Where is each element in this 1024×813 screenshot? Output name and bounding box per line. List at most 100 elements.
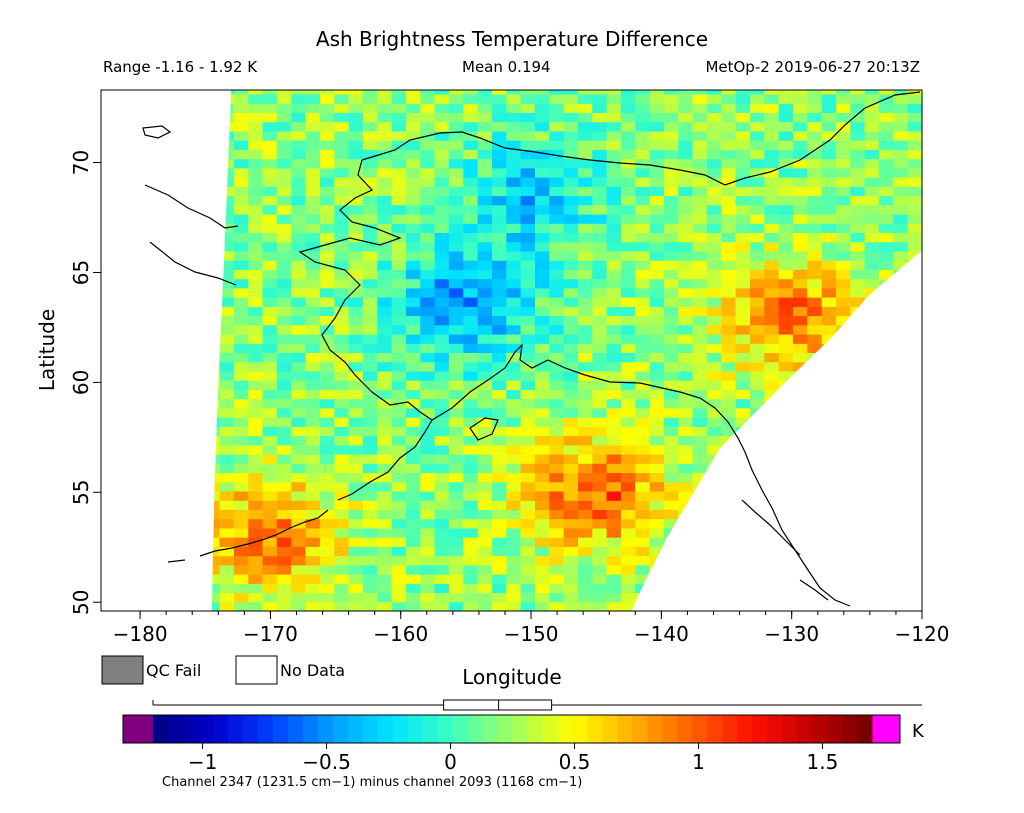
heatmap-cell bbox=[635, 204, 651, 215]
heatmap-cell bbox=[420, 94, 436, 104]
heatmap-cell bbox=[477, 214, 493, 224]
heatmap-cell bbox=[305, 250, 321, 261]
heatmap-cell bbox=[276, 454, 292, 464]
heatmap-cell bbox=[291, 90, 307, 95]
heatmap-cell bbox=[463, 167, 479, 178]
heatmap-cell bbox=[578, 149, 593, 160]
heatmap-cell bbox=[405, 241, 421, 252]
heatmap-cell bbox=[836, 112, 851, 123]
heatmap-cell bbox=[377, 140, 393, 150]
heatmap-cell bbox=[678, 140, 694, 150]
heatmap-cell bbox=[793, 250, 808, 261]
heatmap-cell bbox=[420, 564, 436, 575]
heatmap-cell bbox=[520, 518, 536, 529]
heatmap-cell bbox=[248, 232, 264, 243]
heatmap-cell bbox=[535, 472, 550, 483]
heatmap-cell bbox=[233, 435, 249, 446]
heatmap-cell bbox=[434, 472, 450, 483]
heatmap-cell bbox=[735, 306, 751, 317]
heatmap-cell bbox=[879, 269, 894, 280]
heatmap-cell bbox=[664, 90, 679, 95]
colorbar-caption: Channel 2347 (1231.5 cm−1) minus channel… bbox=[162, 775, 582, 790]
heatmap-cell bbox=[750, 370, 765, 381]
heatmap-cell bbox=[506, 481, 522, 492]
heatmap-cell bbox=[535, 454, 550, 464]
heatmap-cell bbox=[319, 297, 335, 307]
heatmap-cell bbox=[477, 177, 493, 187]
heatmap-cell bbox=[606, 94, 622, 104]
heatmap-cell bbox=[319, 232, 335, 243]
heatmap-cell bbox=[391, 121, 407, 132]
heatmap-cell bbox=[248, 167, 264, 178]
heatmap-cell bbox=[463, 352, 479, 363]
heatmap-cell bbox=[492, 564, 507, 575]
heatmap-cell bbox=[492, 546, 507, 557]
heatmap-cell bbox=[248, 583, 264, 594]
heatmap-cell bbox=[606, 158, 622, 169]
heatmap-cell bbox=[211, 463, 221, 474]
heatmap-cell bbox=[563, 518, 579, 529]
heatmap-cell bbox=[405, 112, 421, 123]
heatmap-cell bbox=[362, 398, 378, 409]
heatmap-cell bbox=[621, 583, 636, 594]
heatmap-cell bbox=[334, 324, 350, 335]
heatmap-cell bbox=[764, 232, 780, 243]
heatmap-cell bbox=[764, 324, 780, 335]
heatmap-cell bbox=[922, 537, 923, 547]
heatmap-cell bbox=[549, 546, 565, 557]
heatmap-cell bbox=[592, 278, 608, 289]
heatmap-cell bbox=[907, 186, 923, 197]
heatmap-cell bbox=[506, 278, 522, 289]
heatmap-cell bbox=[578, 90, 593, 95]
heatmap-cell bbox=[248, 564, 264, 575]
heatmap-cell bbox=[477, 103, 493, 113]
heatmap-cell bbox=[893, 186, 909, 197]
heatmap-cell bbox=[434, 407, 450, 418]
heatmap-cell bbox=[262, 500, 278, 510]
heatmap-cell bbox=[864, 260, 880, 270]
heatmap-cell bbox=[492, 592, 507, 603]
heatmap-cell bbox=[262, 407, 278, 418]
heatmap-cell bbox=[248, 287, 264, 298]
heatmap-cell bbox=[520, 361, 536, 372]
heatmap-cell bbox=[678, 463, 694, 474]
heatmap-cell bbox=[821, 177, 837, 187]
heatmap-cell bbox=[233, 518, 249, 529]
heatmap-cell bbox=[922, 380, 923, 390]
heatmap-cell bbox=[477, 112, 493, 123]
heatmap-cell bbox=[305, 444, 321, 455]
heatmap-cell bbox=[477, 204, 493, 215]
heatmap-cell bbox=[649, 426, 665, 437]
heatmap-cell bbox=[635, 90, 651, 95]
heatmap-cell bbox=[707, 352, 722, 363]
heatmap-cell bbox=[248, 140, 264, 150]
heatmap-cell bbox=[211, 518, 221, 529]
heatmap-cell bbox=[276, 232, 292, 243]
heatmap-cell bbox=[233, 269, 249, 280]
heatmap-cell bbox=[305, 223, 321, 233]
heatmap-cell bbox=[377, 195, 393, 206]
heatmap-cell bbox=[879, 90, 894, 95]
heatmap-cell bbox=[649, 204, 665, 215]
heatmap-cell bbox=[635, 463, 651, 474]
heatmap-cell bbox=[735, 334, 751, 344]
heatmap-cell bbox=[291, 454, 307, 464]
heatmap-cell bbox=[735, 324, 751, 335]
heatmap-cell bbox=[334, 278, 350, 289]
heatmap-cell bbox=[391, 361, 407, 372]
heatmap-cell bbox=[448, 352, 464, 363]
heatmap-cell bbox=[922, 158, 923, 169]
heatmap-cell bbox=[721, 324, 737, 335]
heatmap-cell bbox=[463, 546, 479, 557]
heatmap-cell bbox=[348, 177, 364, 187]
heatmap-cell bbox=[520, 463, 536, 474]
heatmap-cell bbox=[291, 518, 307, 529]
heatmap-cell bbox=[535, 149, 550, 160]
heatmap-cell bbox=[750, 269, 765, 280]
coastline-gulf-alaska bbox=[431, 343, 851, 607]
heatmap-cell bbox=[635, 370, 651, 381]
heatmap-cell bbox=[893, 204, 909, 215]
heatmap-cell bbox=[506, 287, 522, 298]
heatmap-cell bbox=[233, 481, 249, 492]
heatmap-cell bbox=[405, 537, 421, 547]
